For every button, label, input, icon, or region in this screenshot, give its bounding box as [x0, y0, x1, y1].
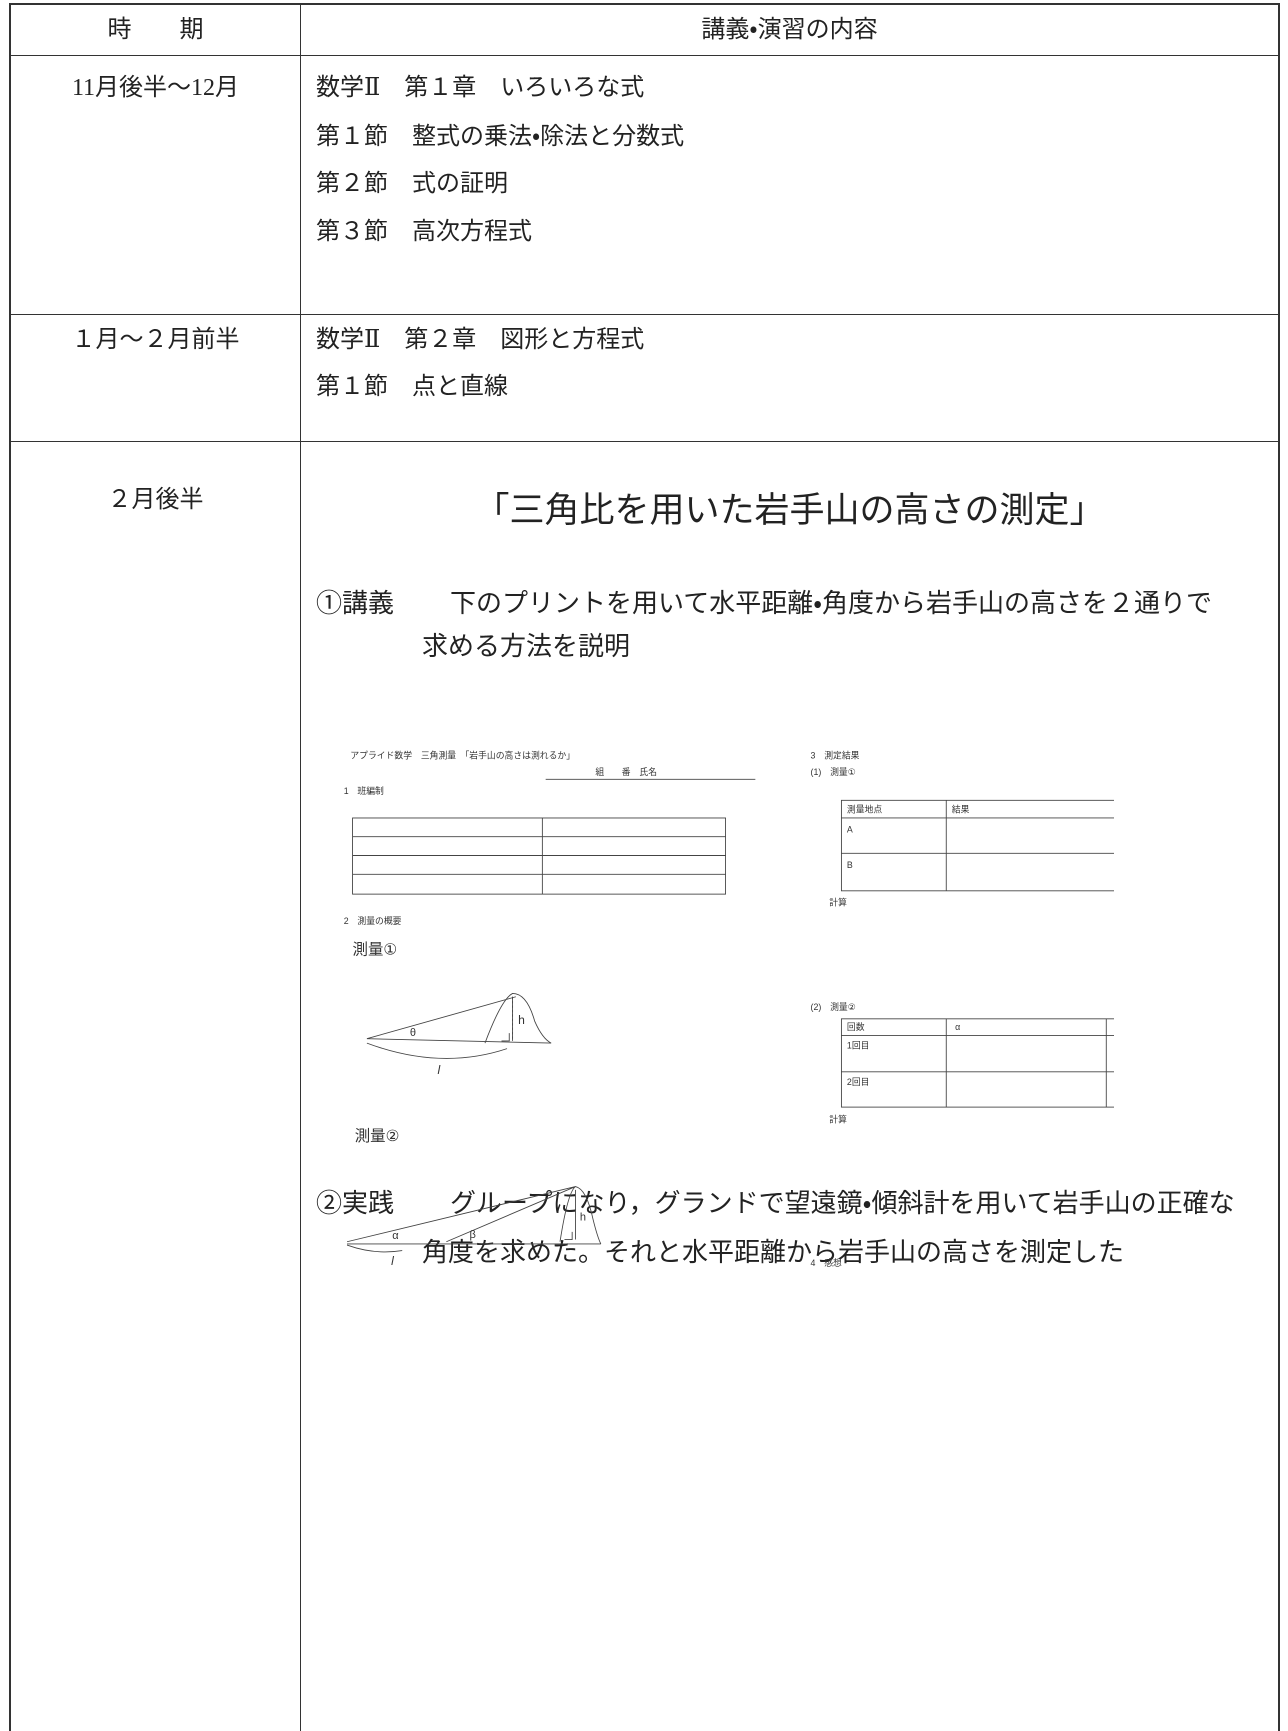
row-line	[9, 314, 1280, 315]
ws-section: 3 測定結果	[811, 750, 860, 761]
ws-cell: B	[847, 860, 853, 870]
ws-section: 1 班編制	[344, 785, 384, 796]
ws-table-lines	[841, 1018, 1114, 1108]
content-line: 第３節 高次方程式	[316, 219, 532, 245]
row-line	[9, 441, 1280, 442]
ws-section: 2 測量の概要	[344, 915, 402, 926]
ws-table	[840, 1018, 1114, 1108]
content-line: 数学Ⅱ 第２章 図形と方程式	[316, 327, 645, 353]
diagram-label: l	[438, 1063, 441, 1077]
content-line: 第１節 整式の乗法・除法と分数式	[316, 124, 685, 150]
content-line: 第２節 式の証明	[316, 171, 508, 197]
ws-table-lines	[352, 817, 726, 895]
content-line: 数学Ⅱ 第１章 いろいろな式	[316, 75, 645, 101]
border	[9, 3, 11, 1731]
worksheet: アプライド数学 三角測量 「岩手山の高さは測れるか」 組 番 氏名 1 班編制 …	[344, 750, 1114, 1268]
diagram	[346, 1186, 602, 1253]
ws-name: 組 番 氏名	[595, 766, 657, 777]
header-content: 講義・演習の内容	[701, 17, 878, 43]
activity-text: 求める方法を説明	[422, 632, 631, 661]
activity-label: ①講義	[316, 589, 395, 618]
content-line: 第１節 点と直線	[316, 374, 508, 400]
period: ２月後半	[107, 487, 204, 513]
ws-cell: α	[955, 1022, 960, 1032]
diagram-label: β	[470, 1229, 476, 1241]
ws-cell: 測量地点	[847, 804, 882, 815]
section-title: 「三角比を用いた岩手山の高さの測定」	[474, 491, 1105, 530]
ws-section: (1) 測量①	[811, 766, 856, 777]
diagram-label: α	[392, 1230, 399, 1242]
ws-cell: A	[847, 824, 853, 834]
diagram-label: θ	[410, 1027, 416, 1039]
diagram-label: h	[580, 1211, 586, 1223]
ws-text: 計算	[829, 1114, 847, 1125]
ws-section: 4 感想	[811, 1257, 843, 1268]
ws-section: (2) 測量②	[811, 1001, 856, 1012]
ws-table	[840, 799, 1114, 892]
row-line	[9, 55, 1280, 56]
header-period: 時 期	[107, 17, 204, 43]
ws-text: 計算	[829, 896, 847, 907]
ws-table-lines	[841, 800, 1114, 891]
ws-cell: 結果	[952, 804, 970, 815]
ws-cell: 1回目	[847, 1041, 870, 1051]
ws-table	[352, 817, 726, 895]
activity-text: グループになり，グランドで望遠鏡・傾斜計を用いて岩手山の正確な	[450, 1189, 1235, 1218]
border	[1278, 3, 1280, 1731]
border	[9, 3, 1280, 5]
activity-label: ②実践	[316, 1189, 395, 1218]
ws-title: アプライド数学 三角測量 「岩手山の高さは測れるか」	[350, 750, 575, 761]
activity-text: 下のプリントを用いて水平距離・角度から岩手山の高さを２通りで	[450, 589, 1213, 618]
diagram-label: l	[391, 1254, 394, 1268]
ws-handwriting: 測量①	[353, 940, 398, 958]
ws-cell: 2回目	[847, 1077, 870, 1087]
ws-handwriting: 測量②	[355, 1127, 400, 1145]
ws-cell: 回数	[847, 1021, 865, 1032]
period: 11月後半～12月	[71, 75, 240, 101]
column-line	[300, 3, 301, 1731]
diagram-label: h	[518, 1013, 525, 1027]
activity-text: 角度を求めた。それと水平距離から岩手山の高さを測定した	[422, 1238, 1125, 1267]
period: １月～２月前半	[71, 327, 240, 353]
